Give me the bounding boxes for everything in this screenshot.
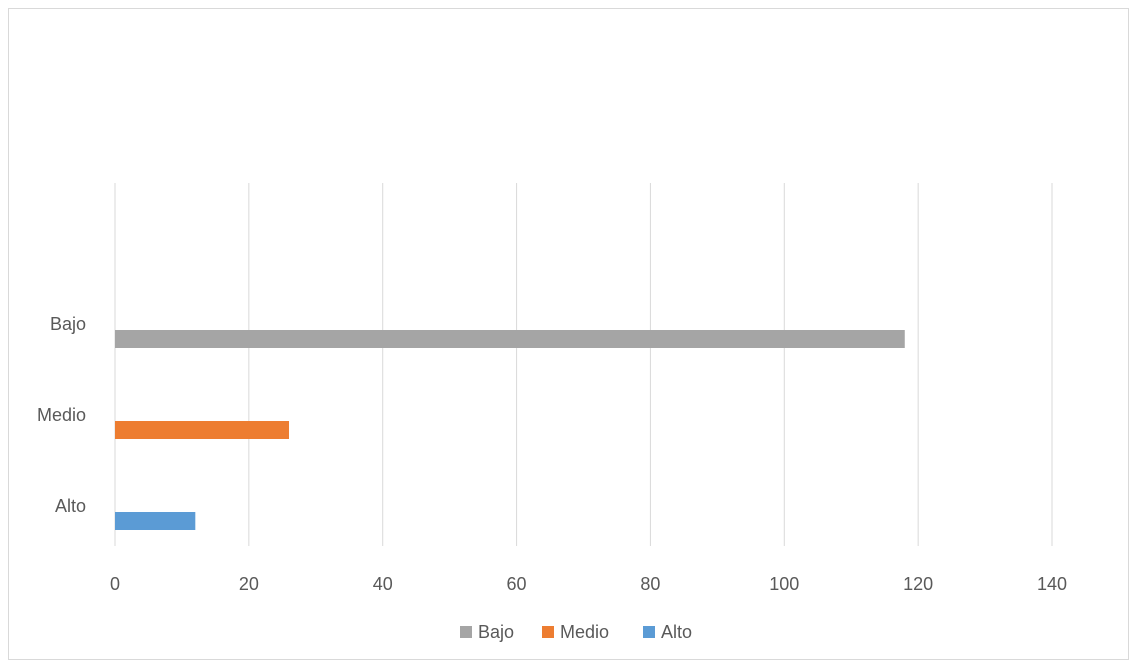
bar-bajo: [115, 330, 905, 348]
x-tick-label-100: 100: [769, 574, 799, 594]
category-label-bajo: Bajo: [50, 314, 86, 334]
legend-label-medio: Medio: [560, 622, 609, 642]
x-tick-label-40: 40: [373, 574, 393, 594]
x-tick-label-140: 140: [1037, 574, 1067, 594]
legend-swatch-alto: [643, 626, 655, 638]
bar-alto: [115, 512, 196, 530]
bar-medio: [115, 421, 290, 439]
legend-label-alto: Alto: [661, 622, 692, 642]
x-tick-label-0: 0: [110, 574, 120, 594]
x-tick-label-60: 60: [507, 574, 527, 594]
x-tick-label-80: 80: [640, 574, 660, 594]
legend-swatch-medio: [542, 626, 554, 638]
x-tick-label-120: 120: [903, 574, 933, 594]
category-label-medio: Medio: [37, 405, 86, 425]
x-tick-label-20: 20: [239, 574, 259, 594]
category-label-alto: Alto: [55, 496, 86, 516]
legend-swatch-bajo: [460, 626, 472, 638]
legend-label-bajo: Bajo: [478, 622, 514, 642]
